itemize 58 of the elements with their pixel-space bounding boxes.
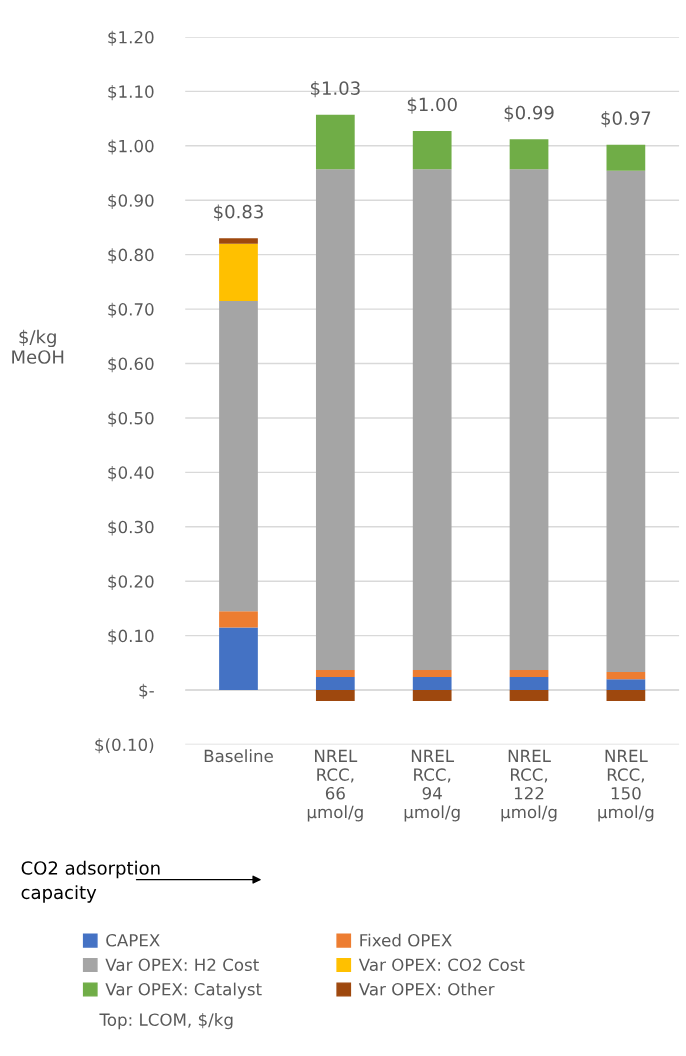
- y-axis-title: $/kg MeOH: [12, 329, 64, 364]
- bar: [315, 169, 355, 670]
- y-tick-label: $0.80: [108, 248, 154, 264]
- y-tick-label: $0.10: [108, 629, 154, 645]
- y-tick-label: $0.70: [108, 302, 154, 318]
- legend-label: Var OPEX: CO2 Cost: [358, 958, 525, 972]
- bar: [412, 669, 452, 677]
- bar: [412, 131, 452, 170]
- legend-label: CAPEX: [106, 934, 160, 947]
- bar: [315, 676, 355, 691]
- total-label: $0.83: [214, 204, 263, 221]
- bar: [606, 170, 646, 673]
- bar: [219, 243, 258, 301]
- bar: [315, 114, 355, 170]
- x-tick-label: NREL RCC, 122 μmol/g: [501, 749, 557, 822]
- bar: [509, 690, 549, 701]
- total-label: $0.99: [504, 105, 554, 122]
- x-tick-label: NREL RCC, 150 μmol/g: [598, 749, 654, 822]
- y-tick-label: $0.50: [108, 411, 154, 427]
- bar: [606, 690, 646, 701]
- bar: [509, 669, 549, 677]
- y-tick-label: $0.60: [108, 357, 154, 373]
- total-label: $0.97: [601, 110, 651, 128]
- y-tick-label: $0.20: [108, 574, 154, 590]
- y-tick-label: $1.00: [108, 139, 154, 155]
- text: CO2 adsorption capacity: [21, 860, 160, 903]
- x-tick-label: Baseline: [204, 749, 273, 763]
- legend-label: Var OPEX: Catalyst: [105, 982, 262, 999]
- y-tick-label: $-: [139, 683, 154, 699]
- y-tick-label: $0.30: [108, 520, 154, 536]
- bar: [606, 144, 646, 171]
- legend-label: Var OPEX: H2 Cost: [105, 958, 259, 972]
- bar: [412, 690, 452, 701]
- legend-label: Fixed OPEX: [360, 933, 452, 947]
- x-tick-label: NREL RCC, 94 μmol/g: [404, 749, 460, 822]
- bar: [315, 669, 355, 677]
- bar: [219, 238, 258, 244]
- bar: [412, 676, 452, 691]
- bar: [219, 300, 258, 612]
- text: Top: LCOM, $/kg: [99, 1013, 233, 1030]
- bar: [509, 676, 549, 691]
- bar: [606, 679, 646, 691]
- y-tick-label: $1.10: [108, 85, 154, 101]
- bar: [606, 672, 646, 680]
- bar: [412, 169, 452, 670]
- bar: [509, 139, 549, 170]
- total-label: $1.03: [310, 80, 360, 98]
- bar: [509, 169, 549, 670]
- total-label: $1.00: [407, 97, 457, 114]
- legend-label: Var OPEX: Other: [358, 982, 495, 996]
- x-tick-label: NREL RCC, 66 μmol/g: [307, 749, 363, 822]
- y-tick-label: $1.20: [108, 30, 154, 46]
- y-tick-label: $0.90: [108, 193, 154, 210]
- y-tick-label: $0.40: [108, 466, 154, 482]
- bar: [219, 627, 258, 691]
- y-tick-label: $(0.10): [95, 738, 154, 754]
- bar: [315, 690, 355, 701]
- bar: [219, 611, 258, 628]
